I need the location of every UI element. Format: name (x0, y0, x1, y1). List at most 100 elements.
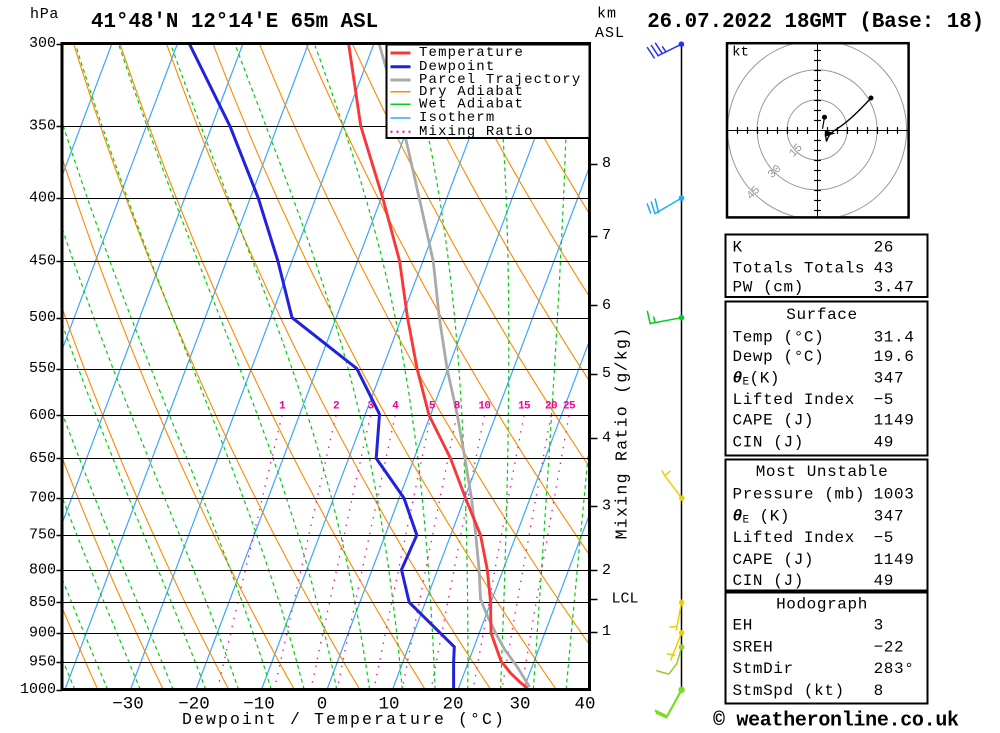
svg-text:E: E (743, 376, 750, 388)
svg-text:1: 1 (279, 401, 286, 413)
svg-text:7: 7 (602, 227, 611, 244)
svg-text:θ: θ (733, 369, 743, 387)
svg-text:CAPE (J): CAPE (J) (733, 412, 815, 430)
svg-text:−30: −30 (112, 694, 144, 714)
svg-text:© weatheronline.co.uk: © weatheronline.co.uk (713, 710, 959, 733)
svg-text:347: 347 (874, 507, 905, 525)
svg-text:−5: −5 (874, 391, 894, 409)
svg-text:550: 550 (29, 360, 56, 377)
svg-text:2: 2 (602, 562, 611, 579)
svg-text:3.47: 3.47 (874, 279, 915, 297)
svg-text:8: 8 (602, 155, 611, 172)
svg-text:Most Unstable: Most Unstable (756, 463, 889, 481)
svg-text:−10: −10 (243, 694, 275, 714)
svg-text:1: 1 (602, 623, 611, 640)
svg-text:15: 15 (518, 401, 531, 413)
svg-text:40: 40 (574, 694, 595, 714)
svg-text:−5: −5 (874, 529, 894, 547)
svg-text:8: 8 (874, 682, 884, 700)
svg-text:SREH: SREH (733, 639, 774, 657)
svg-text:Isotherm: Isotherm (419, 110, 495, 126)
svg-text:Temperature: Temperature (419, 45, 524, 61)
svg-text:49: 49 (874, 434, 894, 452)
svg-text:43: 43 (874, 259, 894, 277)
svg-text:Dewpoint: Dewpoint (419, 59, 495, 75)
svg-text:Parcel Trajectory: Parcel Trajectory (419, 72, 581, 88)
svg-text:900: 900 (29, 625, 56, 642)
svg-text:700: 700 (29, 490, 56, 507)
svg-text:3: 3 (874, 617, 884, 635)
svg-text:400: 400 (29, 189, 56, 206)
svg-text:0: 0 (317, 694, 328, 714)
svg-text:31.4: 31.4 (874, 328, 915, 346)
svg-text:30: 30 (509, 694, 530, 714)
svg-text:km: km (597, 6, 617, 23)
svg-text:600: 600 (29, 407, 56, 424)
svg-text:CIN (J): CIN (J) (733, 572, 804, 590)
svg-text:1003: 1003 (874, 485, 915, 503)
svg-text:10: 10 (478, 401, 490, 413)
svg-text:PW (cm): PW (cm) (733, 279, 804, 297)
svg-text:−22: −22 (874, 639, 905, 657)
svg-text:8: 8 (454, 401, 461, 413)
svg-text:25: 25 (563, 401, 576, 413)
svg-text:41°48'N 12°14'E 65m ASL: 41°48'N 12°14'E 65m ASL (91, 11, 378, 34)
svg-text:Totals Totals: Totals Totals (733, 259, 866, 277)
svg-text:20: 20 (442, 694, 463, 714)
svg-text:StmSpd (kt): StmSpd (kt) (733, 682, 845, 700)
svg-text:5: 5 (429, 401, 436, 413)
svg-text:800: 800 (29, 561, 56, 578)
svg-text:Lifted Index: Lifted Index (733, 391, 855, 409)
svg-text:Hodograph: Hodograph (776, 595, 868, 613)
svg-text:6: 6 (602, 297, 611, 314)
svg-text:1149: 1149 (874, 412, 915, 430)
svg-text:26.07.2022 18GMT (Base: 18): 26.07.2022 18GMT (Base: 18) (647, 11, 984, 34)
svg-text:3: 3 (367, 401, 374, 413)
svg-text:4: 4 (602, 429, 611, 446)
svg-text:StmDir: StmDir (733, 660, 794, 678)
svg-text:10: 10 (378, 694, 399, 714)
svg-text:4: 4 (392, 401, 399, 413)
svg-text:500: 500 (29, 309, 56, 326)
svg-text:Dry Adiabat: Dry Adiabat (419, 84, 524, 100)
svg-text:283°: 283° (874, 660, 915, 678)
svg-text:θ: θ (733, 507, 743, 525)
svg-text:ASL: ASL (595, 25, 625, 42)
svg-text:19.6: 19.6 (874, 348, 915, 366)
svg-text:Temp (°C): Temp (°C) (733, 328, 825, 346)
svg-text:49: 49 (874, 572, 894, 590)
svg-text:(K): (K) (750, 369, 781, 387)
svg-text:−20: −20 (178, 694, 210, 714)
svg-text:3: 3 (602, 497, 611, 514)
svg-text:K: K (733, 239, 743, 257)
svg-text:650: 650 (29, 450, 56, 467)
svg-text:20: 20 (545, 401, 557, 413)
svg-text:347: 347 (874, 369, 905, 387)
svg-text:EH: EH (733, 617, 753, 635)
svg-text:850: 850 (29, 594, 56, 611)
svg-text:Mixing Ratio (g/kg): Mixing Ratio (g/kg) (613, 327, 632, 540)
svg-text:Wet Adiabat: Wet Adiabat (419, 96, 524, 112)
svg-text:750: 750 (29, 527, 56, 544)
svg-text:(K): (K) (760, 507, 791, 525)
svg-text:26: 26 (874, 239, 894, 257)
svg-text:1149: 1149 (874, 551, 915, 569)
svg-text:CIN (J): CIN (J) (733, 434, 804, 452)
svg-text:LCL: LCL (612, 591, 639, 608)
svg-text:CAPE (J): CAPE (J) (733, 551, 815, 569)
svg-text:kt: kt (732, 45, 749, 61)
svg-text:300: 300 (29, 35, 56, 52)
svg-text:5: 5 (602, 365, 611, 382)
svg-text:E: E (743, 514, 750, 526)
svg-text:Surface: Surface (786, 306, 857, 324)
svg-text:350: 350 (29, 118, 56, 135)
svg-text:450: 450 (29, 253, 56, 270)
svg-text:1000: 1000 (20, 681, 56, 698)
svg-text:Pressure (mb): Pressure (mb) (733, 485, 866, 503)
svg-text:950: 950 (29, 654, 56, 671)
svg-text:Dewp (°C): Dewp (°C) (733, 348, 825, 366)
svg-text:2: 2 (333, 401, 339, 413)
svg-text:Dewpoint / Temperature (°C): Dewpoint / Temperature (°C) (182, 710, 506, 729)
svg-text:Mixing Ratio: Mixing Ratio (419, 124, 534, 140)
svg-text:Lifted Index: Lifted Index (733, 529, 855, 547)
